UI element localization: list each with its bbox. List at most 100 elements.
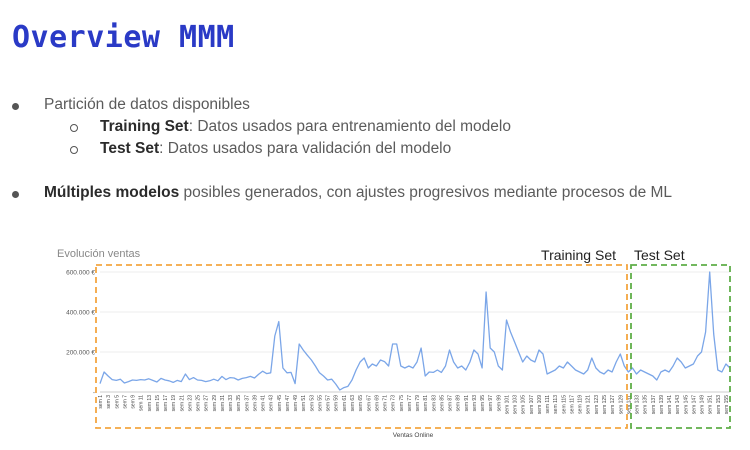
- x-tick-label: sem 105: [521, 395, 527, 414]
- sub-bullet-test-text: Test Set: Datos usados para validación d…: [100, 140, 451, 158]
- x-tick-label: sem 139: [659, 395, 665, 414]
- sub-bullet-circle-icon: [70, 146, 78, 154]
- y-tick-label: 400.000 €: [66, 310, 95, 317]
- x-tick-label: sem 109: [537, 395, 543, 414]
- x-tick-label: sem 149: [700, 395, 706, 414]
- x-tick-label: sem 57: [326, 395, 332, 412]
- x-axis: sem 1 sem 3 sem 5 sem 7 sem 9 sem 11 sem 13 sem…: [98, 395, 730, 414]
- x-tick-label: sem 25: [196, 395, 202, 412]
- bullet-partition: Partición de datos disponibles: [12, 96, 742, 118]
- x-tick-label: sem 101: [504, 395, 510, 414]
- multiple-models-description: posibles generados, con ajustes progresi…: [179, 184, 673, 201]
- x-tick-label: sem 103: [513, 395, 519, 414]
- chart-title: Evolución ventas: [57, 248, 141, 260]
- x-tick-label: sem 23: [187, 395, 193, 412]
- chart-series: [99, 271, 731, 391]
- test-set-description: : Datos usados para validación del model…: [159, 140, 452, 157]
- x-tick-label: sem 147: [691, 395, 697, 414]
- x-tick-label: sem 43: [269, 395, 275, 412]
- x-tick-label: sem 81: [423, 395, 429, 412]
- x-tick-label: sem 37: [244, 395, 250, 412]
- x-tick-label: sem 51: [301, 395, 307, 412]
- slide-title: Overview MMM: [12, 20, 235, 55]
- x-tick-label: sem 3: [106, 395, 112, 409]
- x-tick-label: sem 145: [683, 395, 689, 414]
- x-tick-label: sem 65: [358, 395, 364, 412]
- x-tick-label: sem 67: [366, 395, 372, 412]
- test-set-term: Test Set: [100, 140, 160, 157]
- x-tick-label: sem 155: [724, 395, 730, 414]
- y-axis: - 200.000 € 400.000 € 600.000 €: [66, 270, 95, 397]
- x-tick-label: sem 93: [472, 395, 478, 412]
- x-tick-label: sem 129: [618, 395, 624, 414]
- x-tick-label: sem 131: [626, 395, 632, 414]
- series-line-ventas: [99, 271, 731, 391]
- x-tick-label: sem 85: [439, 395, 445, 412]
- x-tick-label: sem 73: [391, 395, 397, 412]
- x-tick-label: sem 77: [407, 395, 413, 412]
- region-label-training: Training Set: [541, 247, 616, 263]
- region-label-test: Test Set: [634, 247, 685, 263]
- bullet-list: Partición de datos disponibles Training …: [12, 96, 742, 206]
- x-tick-label: sem 55: [317, 395, 323, 412]
- x-tick-label: sem 29: [212, 395, 218, 412]
- x-tick-label: sem 5: [114, 395, 120, 409]
- x-tick-label: sem 41: [261, 395, 267, 412]
- x-tick-label: sem 87: [448, 395, 454, 412]
- x-tick-label: sem 117: [569, 395, 575, 414]
- bullet-dot-icon: [12, 103, 19, 110]
- x-tick-label: sem 95: [480, 395, 486, 412]
- x-tick-label: sem 151: [708, 395, 714, 414]
- x-tick-label: sem 99: [496, 395, 502, 412]
- bullet-models: Múltiples modelos posibles generados, co…: [12, 184, 742, 206]
- sub-bullet-circle-icon: [70, 124, 78, 132]
- x-tick-label: sem 9: [131, 395, 137, 409]
- x-tick-label: sem 83: [431, 395, 437, 412]
- x-tick-label: sem 123: [594, 395, 600, 414]
- x-tick-label: sem 119: [578, 395, 584, 414]
- y-tick-label: 600.000 €: [66, 270, 95, 277]
- bullet-partition-text: Partición de datos disponibles: [44, 96, 250, 113]
- x-tick-label: sem 141: [667, 395, 673, 414]
- bullet-dot-icon: [12, 191, 19, 198]
- sub-bullet-training: Training Set: Datos usados para entrenam…: [12, 118, 742, 140]
- x-tick-label: sem 61: [342, 395, 348, 412]
- training-set-description: : Datos usados para entrenamiento del mo…: [188, 118, 511, 135]
- y-tick-label: 200.000 €: [66, 350, 95, 357]
- x-tick-label: sem 33: [228, 395, 234, 412]
- x-tick-label: sem 11: [139, 395, 145, 411]
- training-set-term: Training Set: [100, 118, 189, 135]
- x-tick-label: sem 135: [643, 395, 649, 414]
- x-tick-label: sem 27: [204, 395, 210, 412]
- x-tick-label: sem 53: [309, 395, 315, 412]
- x-tick-label: sem 69: [374, 395, 380, 412]
- x-tick-label: sem 153: [716, 395, 722, 414]
- x-tick-label: sem 89: [456, 395, 462, 412]
- x-tick-label: sem 91: [464, 395, 470, 412]
- region-box-test: [630, 264, 731, 429]
- multiple-models-term: Múltiples modelos: [44, 184, 180, 201]
- chart-grid: [100, 271, 730, 393]
- x-tick-label: sem 45: [277, 395, 283, 412]
- x-tick-label: sem 21: [179, 395, 185, 412]
- x-tick-label: sem 121: [586, 395, 592, 414]
- x-tick-label: sem 49: [293, 395, 299, 412]
- spacer: [12, 162, 742, 184]
- x-tick-label: sem 111: [545, 395, 551, 414]
- x-tick-label: sem 113: [553, 395, 559, 414]
- x-tick-label: sem 125: [602, 395, 608, 414]
- x-tick-label: sem 19: [171, 395, 177, 412]
- x-tick-label: sem 7: [122, 395, 128, 409]
- x-axis-label: Ventas Online: [393, 432, 434, 439]
- x-tick-label: sem 63: [350, 395, 356, 412]
- x-tick-label: sem 17: [163, 395, 169, 412]
- x-tick-label: sem 143: [675, 395, 681, 414]
- x-tick-label: sem 75: [399, 395, 405, 412]
- x-tick-label: sem 79: [415, 395, 421, 412]
- x-tick-label: sem 39: [252, 395, 258, 412]
- sub-bullet-training-text: Training Set: Datos usados para entrenam…: [100, 118, 511, 136]
- chart-regions: Training Set Test Set: [95, 247, 731, 429]
- x-tick-label: sem 137: [651, 395, 657, 414]
- x-tick-label: sem 97: [488, 395, 494, 412]
- x-tick-label: sem 115: [561, 395, 567, 414]
